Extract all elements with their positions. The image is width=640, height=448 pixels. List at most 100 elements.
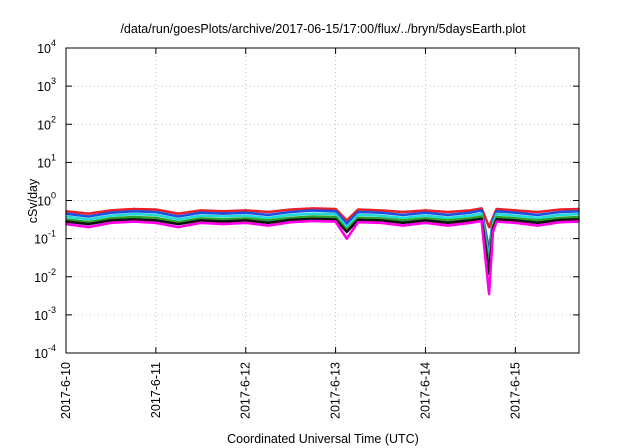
data-point bbox=[469, 221, 472, 224]
data-point bbox=[492, 231, 494, 233]
data-point bbox=[244, 214, 247, 217]
y-tick-label: 101 bbox=[37, 152, 56, 170]
data-point bbox=[447, 211, 449, 213]
data-point bbox=[199, 211, 202, 214]
data-point bbox=[357, 221, 359, 224]
data-point bbox=[480, 212, 483, 215]
data-point bbox=[312, 218, 314, 220]
y-tick-exponent: -4 bbox=[48, 343, 56, 353]
data-point bbox=[289, 221, 292, 224]
x-tick-label: 2017-6-12 bbox=[239, 362, 253, 419]
data-point bbox=[536, 224, 539, 227]
data-point bbox=[244, 219, 247, 222]
data-point bbox=[447, 224, 449, 227]
data-point bbox=[312, 212, 314, 215]
data-point bbox=[402, 214, 404, 216]
data-point bbox=[155, 214, 157, 216]
data-point bbox=[334, 220, 337, 223]
data-point bbox=[267, 224, 270, 227]
data-point bbox=[267, 217, 270, 219]
data-point bbox=[289, 208, 292, 211]
data-point bbox=[244, 209, 247, 212]
series-5 bbox=[65, 217, 580, 276]
data-point bbox=[345, 219, 348, 222]
data-point bbox=[177, 226, 180, 229]
data-point bbox=[222, 223, 225, 226]
data-point bbox=[469, 214, 472, 217]
data-point bbox=[379, 209, 382, 212]
data-point bbox=[334, 218, 337, 221]
data-point bbox=[379, 217, 382, 220]
data-point bbox=[177, 215, 180, 218]
series-6 bbox=[65, 219, 580, 296]
data-point bbox=[244, 217, 247, 220]
data-point bbox=[199, 217, 202, 220]
data-point bbox=[424, 214, 427, 217]
data-point bbox=[199, 221, 202, 224]
data-point bbox=[87, 226, 90, 229]
y-tick-label: 10-2 bbox=[34, 267, 56, 285]
y-tick-exponent: 2 bbox=[51, 114, 56, 124]
data-point bbox=[199, 214, 202, 217]
y-tick-exponent: -1 bbox=[48, 229, 56, 239]
data-point bbox=[514, 219, 517, 222]
data-point bbox=[110, 211, 112, 214]
y-tick-label: 104 bbox=[37, 38, 56, 56]
data-point bbox=[357, 211, 359, 213]
x-tick-label: 2017-6-10 bbox=[59, 362, 73, 419]
y-axis-label: cSv/day bbox=[26, 178, 40, 223]
data-point bbox=[177, 223, 180, 226]
data-point bbox=[155, 217, 157, 219]
data-point bbox=[469, 219, 472, 222]
data-point bbox=[469, 211, 472, 214]
grid bbox=[66, 48, 579, 353]
data-point bbox=[267, 214, 270, 216]
data-point bbox=[177, 221, 180, 224]
data-point bbox=[559, 217, 562, 219]
data-point bbox=[357, 219, 359, 221]
data-point bbox=[514, 221, 517, 224]
x-tick-label: 2017-6-15 bbox=[508, 362, 522, 419]
data-point bbox=[536, 221, 539, 224]
data-point bbox=[87, 212, 90, 215]
data-point bbox=[402, 221, 404, 224]
data-point bbox=[289, 214, 292, 216]
data-point bbox=[424, 217, 427, 220]
y-tick-label: 102 bbox=[37, 114, 56, 132]
data-point bbox=[447, 217, 449, 219]
series-layer bbox=[65, 207, 580, 296]
data-point bbox=[289, 219, 292, 221]
data-point bbox=[334, 208, 337, 210]
data-point bbox=[379, 214, 382, 217]
data-point bbox=[357, 217, 359, 219]
data-point bbox=[222, 218, 225, 221]
data-point bbox=[447, 214, 449, 216]
data-point bbox=[480, 209, 483, 212]
y-tick-label: 10-1 bbox=[34, 229, 56, 247]
data-point bbox=[514, 217, 517, 220]
data-point bbox=[559, 219, 562, 221]
x-tick-label: 2017-6-11 bbox=[149, 362, 163, 418]
data-point bbox=[199, 209, 202, 212]
data-point bbox=[110, 209, 112, 212]
data-point bbox=[87, 221, 90, 224]
data-point bbox=[559, 214, 562, 216]
data-point bbox=[469, 209, 472, 212]
data-point bbox=[132, 213, 135, 216]
data-point bbox=[424, 209, 427, 212]
data-point bbox=[132, 218, 135, 221]
data-point bbox=[155, 219, 157, 222]
data-point bbox=[222, 210, 225, 213]
data-point bbox=[334, 213, 337, 216]
data-point bbox=[424, 219, 427, 222]
data-point bbox=[469, 217, 472, 220]
x-axis-label: Coordinated Universal Time (UTC) bbox=[227, 432, 419, 446]
data-point bbox=[345, 231, 348, 233]
data-point bbox=[222, 212, 225, 215]
data-point bbox=[289, 211, 292, 213]
data-point bbox=[495, 218, 498, 221]
data-point bbox=[110, 219, 112, 222]
data-point bbox=[87, 223, 90, 226]
data-point bbox=[267, 221, 270, 224]
